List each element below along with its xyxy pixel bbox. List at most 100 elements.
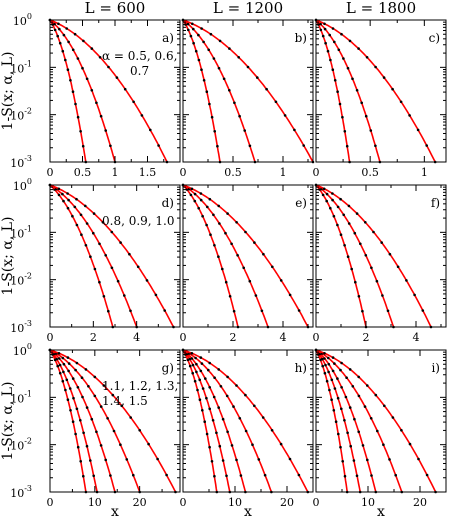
- data-point: [293, 128, 296, 132]
- data-point: [95, 430, 98, 434]
- data-point: [104, 254, 107, 257]
- data-point: [61, 192, 64, 196]
- data-point: [233, 101, 236, 105]
- data-point: [339, 197, 342, 201]
- data-point: [76, 57, 80, 60]
- y-tick-label: 100: [13, 177, 32, 193]
- data-point: [197, 33, 200, 37]
- x-tick-label: 0: [313, 166, 320, 179]
- data-point: [260, 309, 264, 313]
- data-point: [71, 377, 75, 380]
- data-point: [361, 444, 365, 447]
- panel-i: 0 10 20 i): [313, 348, 447, 509]
- data-point: [191, 363, 195, 367]
- plot-frame: [182, 19, 314, 163]
- annotation-text: α = 0.5, 0.6,: [102, 49, 177, 63]
- panel-h: 0 10 20 h): [180, 348, 314, 509]
- panel-tag: i): [431, 361, 440, 375]
- data-point: [82, 431, 85, 435]
- data-point: [331, 68, 335, 71]
- data-point: [355, 474, 359, 478]
- data-point: [348, 39, 352, 43]
- data-point: [254, 294, 258, 297]
- data-point: [123, 294, 126, 297]
- data-point: [190, 357, 194, 360]
- data-point: [336, 205, 340, 209]
- data-point: [110, 230, 114, 234]
- data-point: [416, 128, 420, 132]
- data-point: [217, 406, 220, 409]
- data-point: [53, 28, 57, 32]
- y-tick-label: 100: [13, 342, 32, 358]
- data-point: [288, 293, 292, 297]
- panel-tag: b): [295, 31, 307, 45]
- data-point: [81, 144, 85, 148]
- data-point: [329, 58, 332, 62]
- data-point: [346, 431, 349, 435]
- data-point: [66, 356, 70, 359]
- data-point: [79, 130, 82, 133]
- data-point: [271, 265, 274, 269]
- data-point: [327, 356, 330, 360]
- data-point: [209, 233, 212, 236]
- series-line: [49, 184, 114, 328]
- data-point: [237, 56, 240, 59]
- data-point: [123, 87, 127, 91]
- data-point: [328, 33, 332, 37]
- data-point: [421, 309, 425, 312]
- data-point: [347, 204, 351, 208]
- data-point: [107, 65, 110, 69]
- data-point: [270, 429, 274, 432]
- data-point: [200, 362, 204, 365]
- data-point: [85, 222, 89, 225]
- data-point: [106, 417, 109, 420]
- x-tick-label: 1: [280, 166, 287, 179]
- data-point: [98, 280, 101, 284]
- data-point: [147, 442, 150, 446]
- panel-d: 100 10-1 10-2 10-3 0 2 4 d) 0.8, 0.9, 1.0: [10, 177, 181, 344]
- data-point: [74, 102, 77, 106]
- data-point: [339, 368, 342, 372]
- data-point: [333, 362, 336, 365]
- data-point: [74, 432, 77, 436]
- data-point: [324, 41, 327, 45]
- data-point: [382, 443, 385, 447]
- data-point: [399, 100, 403, 104]
- data-point: [354, 280, 357, 284]
- data-point: [332, 409, 336, 412]
- data-point: [79, 460, 82, 463]
- data-point: [138, 429, 141, 432]
- data-point: [425, 473, 429, 477]
- data-point: [321, 34, 325, 38]
- data-point: [149, 128, 152, 132]
- data-point: [62, 370, 65, 374]
- panel-b: 0 0.5 1 b): [180, 18, 315, 179]
- data-point: [321, 357, 324, 361]
- data-point: [333, 387, 337, 390]
- data-point: [297, 309, 301, 312]
- data-point: [191, 22, 194, 26]
- data-point: [101, 221, 105, 224]
- data-point: [405, 279, 408, 282]
- panel-tag: d): [162, 196, 174, 210]
- data-point: [226, 375, 229, 379]
- data-point: [323, 27, 327, 31]
- data-point: [199, 369, 203, 373]
- data-point: [321, 193, 325, 197]
- data-point: [208, 445, 211, 449]
- series-line: [49, 184, 138, 328]
- column-title: L = 1800: [346, 0, 416, 17]
- data-point: [93, 375, 97, 379]
- data-point: [369, 129, 373, 132]
- data-point: [374, 144, 377, 148]
- data-point: [351, 77, 354, 81]
- data-point: [330, 398, 333, 402]
- data-point: [84, 368, 88, 371]
- x-tick-label: 0.5: [74, 166, 92, 179]
- data-point: [326, 49, 330, 53]
- data-point: [116, 279, 120, 283]
- data-point: [112, 429, 116, 433]
- x-axis-label: x: [377, 504, 385, 520]
- panel-tag: c): [429, 31, 440, 45]
- data-point: [204, 377, 207, 380]
